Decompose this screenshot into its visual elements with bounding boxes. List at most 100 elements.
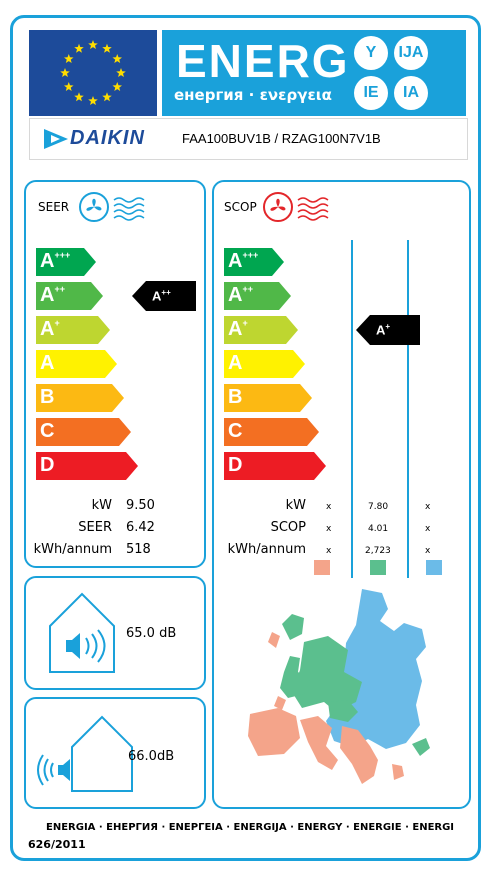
heating-class-label: D (228, 454, 243, 476)
heating-rating-arrow-shape: A+ (356, 315, 420, 345)
outdoor-noise-value: 66.0 (128, 749, 157, 764)
model-number: FAA100BUV1B / RZAG100N7V1B (182, 131, 381, 146)
heating-class-label: A+++ (228, 250, 259, 272)
colder-kwh: x (425, 546, 431, 556)
scop-title: SCOP (224, 200, 257, 214)
cooling-rating-arrow-shape: A++ (132, 281, 196, 311)
cooling-panel: SEER A+++ A++ A+ A B C D A++ kW SEER kWh/annum… (24, 180, 206, 568)
heating-class-bar: D (224, 452, 326, 480)
warmer-kw: x (326, 502, 332, 512)
warmer-scop: x (326, 524, 332, 534)
eu-star (74, 43, 84, 53)
colder-kw: x (425, 502, 431, 512)
cooling-class-label: A++ (40, 284, 65, 306)
eu-stars-icon (60, 40, 126, 106)
cooling-class-bar: B (36, 384, 124, 412)
zone-swatch-colder (426, 560, 442, 575)
eu-star (116, 68, 126, 78)
heating-class-bar: C (224, 418, 319, 446)
cooling-class-bar: A (36, 350, 117, 378)
cooling-value-kw: 9.50 (126, 498, 155, 513)
heating-label-kwh: kWh/annum (227, 542, 306, 557)
heating-class-label: A (228, 352, 243, 374)
eu-star (88, 96, 98, 106)
heating-class-bar: A+ (224, 316, 298, 344)
outdoor-unit-sound-icon (37, 715, 133, 792)
heating-class-label: A+ (228, 318, 248, 340)
indoor-noise-readout: 65.0 dB (126, 626, 176, 641)
cooling-class-label: A+++ (40, 250, 71, 272)
heating-class-bar: A (224, 350, 305, 378)
heating-class-bar: A+++ (224, 248, 284, 276)
average-kwh: 2,723 (365, 546, 391, 556)
cooling-class-label: A+ (40, 318, 60, 340)
zone-divider-2 (407, 240, 409, 578)
heating-class-label: C (228, 420, 243, 442)
eu-star (112, 54, 122, 64)
cooling-class-bar: A++ (36, 282, 103, 310)
cooling-value-seer: 6.42 (126, 520, 155, 535)
outdoor-noise-readout: 66.0dB (128, 749, 174, 764)
average-scop: 4.01 (368, 524, 389, 534)
daikin-logo-icon (44, 129, 68, 149)
energy-banner: ENERG енергия · ενεργεια Y IJA IE IA (162, 30, 466, 116)
heating-rating-label: A+ (376, 322, 391, 338)
indoor-noise-value: 65.0 (126, 626, 155, 641)
lang-circle-ia: IA (394, 76, 428, 110)
lang-circle-ija: IJA (394, 36, 428, 70)
brand-logo-text: DAIKIN (70, 127, 145, 149)
warmer-kwh: x (326, 546, 332, 556)
lang-circle-y: Y (354, 36, 388, 70)
cooling-class-label: B (40, 386, 55, 408)
europe-climate-map-icon (248, 589, 430, 784)
eu-star (88, 40, 98, 50)
heating-label-kw: kW (285, 498, 306, 513)
seer-title: SEER (38, 200, 70, 214)
cooling-class-bar: A+++ (36, 248, 96, 276)
brand-row: DAIKIN FAA100BUV1B / RZAG100N7V1B (29, 118, 468, 160)
cooling-class-label: A (40, 352, 55, 374)
eu-star (112, 82, 122, 92)
cooling-label-seer: SEER (78, 520, 112, 535)
footer-regulation: 626/2011 (28, 838, 86, 851)
cooling-class-bar: D (36, 452, 138, 480)
eu-star (102, 43, 112, 53)
average-kw: 7.80 (368, 502, 389, 512)
eu-star (102, 92, 112, 102)
zone-divider-1 (351, 240, 353, 578)
zone-swatch-average (370, 560, 386, 575)
colder-scop: x (425, 524, 431, 534)
eu-star (64, 82, 74, 92)
eu-star (64, 54, 74, 64)
label-frame (10, 15, 481, 861)
energy-subtitle: енергия · ενεργεια (174, 86, 332, 104)
indoor-noise-panel: 65.0 dB (24, 576, 206, 690)
cooling-class-bar: C (36, 418, 131, 446)
heating-fan-icon (263, 192, 329, 222)
heating-label-scop: SCOP (270, 520, 306, 535)
cooling-class-label: D (40, 454, 55, 476)
cooling-label-kw: kW (91, 498, 112, 513)
cooling-rating-label: A++ (152, 288, 171, 304)
eu-star (74, 92, 84, 102)
lang-circle-ie: IE (354, 76, 388, 110)
outdoor-noise-unit: dB (156, 749, 175, 764)
heating-class-bar: B (224, 384, 312, 412)
heating-class-bar: A++ (224, 282, 291, 310)
indoor-noise-unit: dB (159, 626, 177, 641)
energy-word: ENERG (176, 35, 350, 87)
footer-languages: ENERGIA · ЕНЕРГИЯ · ΕΝΕΡΓΕΙΑ · ENERGIJA … (46, 822, 455, 833)
indoor-unit-sound-icon (49, 592, 115, 673)
zone-swatch-warmer (314, 560, 330, 575)
cooling-label-kwh: kWh/annum (33, 542, 112, 557)
heating-class-label: A++ (228, 284, 253, 306)
cooling-class-bar: A+ (36, 316, 110, 344)
heating-class-label: B (228, 386, 243, 408)
cooling-class-label: C (40, 420, 55, 442)
eu-star (60, 68, 70, 78)
outdoor-noise-panel: 66.0dB (24, 697, 206, 809)
heating-panel: SCOP A+++ A++ A+ A B C D A+ kW SCOP kWh/annum … (212, 180, 471, 809)
cooling-value-kwh: 518 (126, 542, 151, 557)
eu-flag (29, 30, 157, 116)
cooling-fan-icon (79, 192, 145, 222)
